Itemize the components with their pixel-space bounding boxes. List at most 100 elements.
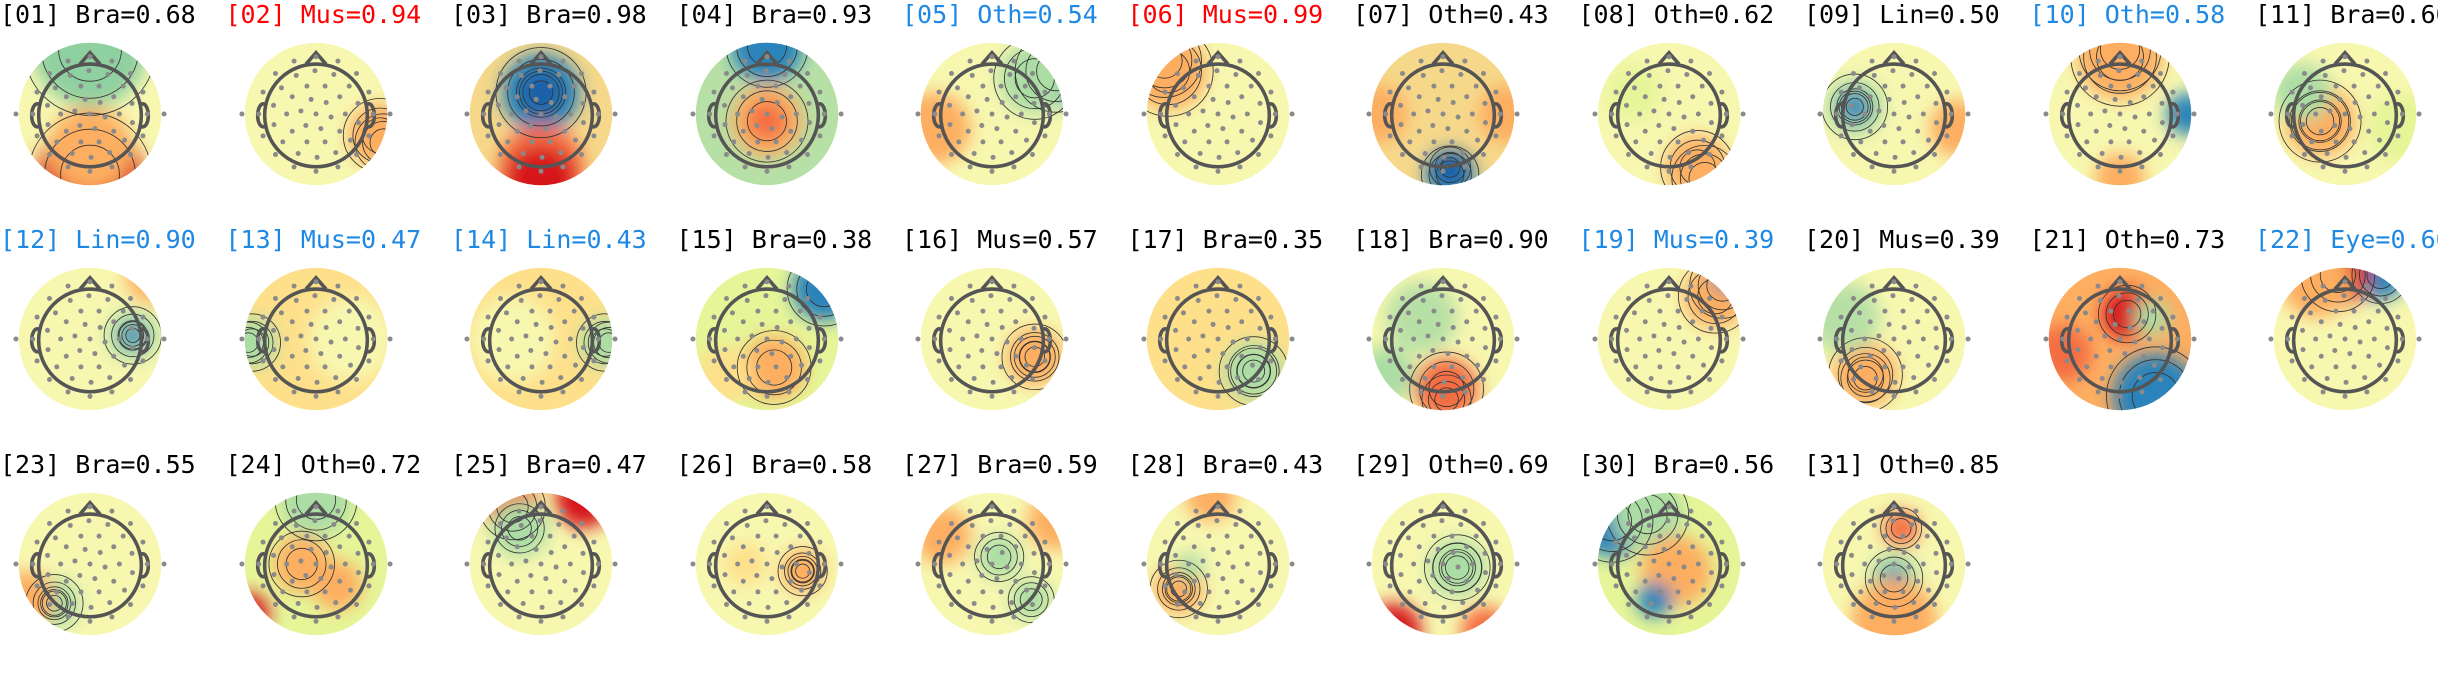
electrode	[1469, 336, 1475, 342]
electrode	[2320, 283, 2326, 289]
electrode	[336, 578, 342, 584]
electrode	[1858, 364, 1864, 370]
electrode	[1416, 128, 1422, 134]
electrode	[783, 600, 789, 606]
electrode	[553, 564, 559, 570]
electrode	[1900, 308, 1906, 314]
electrode	[1215, 618, 1220, 624]
nose-outline	[755, 274, 778, 291]
electrode	[1013, 578, 1019, 584]
electrode	[516, 508, 522, 514]
electrode	[291, 58, 297, 64]
electrode	[2301, 377, 2307, 383]
electrode	[1435, 546, 1441, 552]
electrode	[1932, 602, 1938, 608]
electrode	[2126, 364, 2132, 370]
component-label: [15] Bra=0.38	[676, 225, 873, 254]
electrode	[954, 85, 960, 91]
electrode	[1236, 614, 1242, 620]
head-outline	[713, 287, 820, 394]
electrode	[1440, 279, 1446, 285]
electrode	[1162, 133, 1168, 139]
electrode	[2101, 108, 2107, 114]
electrode	[354, 325, 360, 331]
electrode	[533, 321, 539, 327]
electrode	[1891, 618, 1897, 624]
electrode	[765, 379, 771, 385]
electrode	[65, 283, 71, 289]
electrode	[46, 152, 52, 158]
electrode	[1648, 375, 1654, 381]
electrode	[759, 96, 765, 102]
electrode	[984, 96, 990, 102]
electrode	[1405, 85, 1411, 91]
electrode	[1236, 389, 1242, 395]
component-label: [13] Mus=0.47	[225, 225, 422, 254]
electrode	[1462, 164, 1468, 170]
electrode	[2300, 327, 2306, 333]
electrode	[1482, 550, 1488, 556]
electrode	[2042, 111, 2048, 117]
electrode	[793, 336, 799, 342]
electrode	[785, 508, 791, 514]
electrode	[111, 128, 117, 134]
electrode	[1655, 123, 1661, 129]
electrode	[1909, 522, 1915, 528]
electrode	[579, 152, 585, 158]
electrode	[1234, 150, 1240, 156]
electrode	[54, 139, 60, 145]
electrode	[989, 168, 995, 174]
electrode	[1210, 96, 1216, 102]
component-label: [25] Bra=0.47	[451, 450, 647, 479]
electrode	[740, 128, 746, 134]
electrode	[1667, 604, 1673, 610]
electrode	[1398, 347, 1404, 353]
electrode	[1636, 111, 1642, 117]
electrode	[303, 533, 309, 539]
electrode	[560, 283, 566, 289]
electrode	[1932, 520, 1938, 526]
electrode	[948, 520, 954, 526]
contour-line	[735, 90, 798, 152]
contour-line	[1013, 582, 1049, 618]
head-outline	[36, 512, 144, 619]
topomap	[1366, 267, 1520, 411]
electrode	[2357, 114, 2363, 120]
electrode	[1416, 353, 1422, 359]
electrode	[1613, 358, 1619, 364]
electrode	[567, 336, 573, 342]
electrode	[547, 589, 553, 595]
electrode	[591, 583, 597, 589]
electrode	[1646, 72, 1652, 78]
nose-outline	[1882, 49, 1906, 66]
electrode	[313, 561, 318, 567]
electrode	[1740, 336, 1746, 342]
electrode	[107, 150, 113, 156]
component-cell: [27] Bra=0.59	[902, 450, 1127, 675]
electrode	[967, 389, 973, 395]
electrode	[1449, 533, 1455, 539]
electrode	[54, 364, 60, 370]
electrode	[1849, 122, 1855, 128]
activation-blob	[47, 106, 133, 186]
electrode	[797, 308, 803, 314]
contour-line	[1429, 146, 1472, 186]
contour-line	[2289, 90, 2351, 152]
electrode	[334, 58, 340, 64]
electrode	[270, 327, 276, 333]
electrode	[69, 375, 75, 381]
electrode	[989, 336, 995, 342]
electrode	[1430, 573, 1436, 579]
electrode	[2333, 364, 2339, 370]
electrode	[2320, 58, 2326, 64]
electrode	[2115, 68, 2121, 74]
electrode	[1004, 114, 1010, 120]
electrode	[2318, 319, 2324, 325]
electrode	[1850, 602, 1856, 608]
electrode	[529, 589, 535, 595]
electrode	[334, 164, 340, 170]
electrode	[533, 546, 539, 552]
contour-line	[1227, 345, 1280, 397]
electrode	[1900, 139, 1906, 145]
electrode	[1422, 375, 1428, 381]
